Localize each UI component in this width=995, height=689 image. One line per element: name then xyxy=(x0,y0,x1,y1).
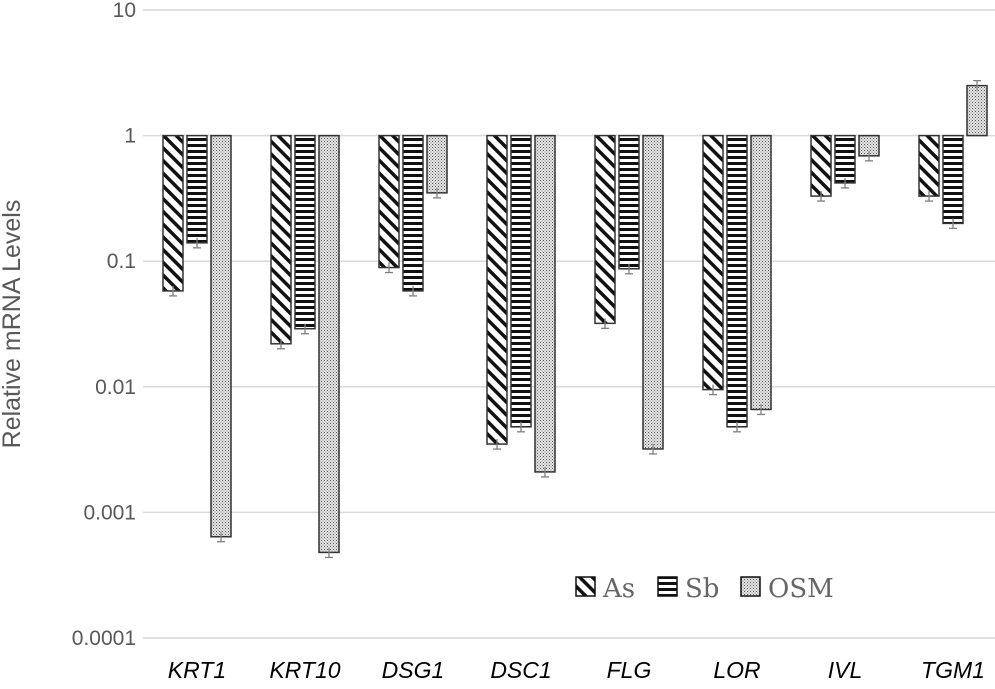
bar-sb xyxy=(186,134,208,244)
bar-osm xyxy=(318,134,340,554)
x-tick-label: IVL xyxy=(828,657,863,683)
bar-as xyxy=(162,134,184,292)
legend: As Sb OSM xyxy=(575,574,834,604)
bar-sb xyxy=(942,134,964,225)
x-tick-label: FLG xyxy=(607,657,652,683)
bar-osm xyxy=(750,134,772,411)
bar-sb xyxy=(402,134,424,292)
y-axis-ticks: 10 1 0.1 0.01 0.001 0.0001 xyxy=(72,0,136,650)
bar-osm xyxy=(534,134,556,473)
y-tick-label: 0.1 xyxy=(107,250,136,273)
x-tick-label: DSG1 xyxy=(382,657,445,683)
legend-swatch-as xyxy=(575,576,596,597)
bar-as xyxy=(594,134,616,325)
y-tick-label: 0.0001 xyxy=(72,627,136,650)
bar-sb xyxy=(726,134,748,428)
bar-sb xyxy=(618,134,640,270)
x-tick-label: TGM1 xyxy=(921,657,985,683)
bar-as xyxy=(702,134,724,391)
bar-as xyxy=(810,134,832,197)
y-axis-label: Relative mRNA Levels xyxy=(0,200,26,449)
bar-as xyxy=(918,134,940,197)
bar-sb xyxy=(294,134,316,330)
legend-swatch-sb xyxy=(657,576,678,597)
y-tick-label: 0.001 xyxy=(83,501,136,524)
x-tick-label: KRT10 xyxy=(269,657,340,683)
legend-label: Sb xyxy=(685,574,719,604)
bar-osm xyxy=(426,134,448,194)
bar-osm xyxy=(966,84,988,137)
legend-label: As xyxy=(602,574,635,604)
bar-sb xyxy=(834,134,856,184)
legend-swatch-osm xyxy=(740,576,761,597)
bar-sb xyxy=(510,134,532,428)
bar-as xyxy=(270,134,292,345)
bar-osm xyxy=(210,134,232,538)
legend-label: OSM xyxy=(768,574,834,604)
bars xyxy=(162,79,988,559)
y-tick-label: 10 xyxy=(113,0,136,22)
x-axis-ticks: KRT1 KRT10 DSG1 DSC1 FLG LOR IVL TGM1 xyxy=(168,657,985,683)
bar-osm xyxy=(642,134,664,450)
x-tick-label: KRT1 xyxy=(168,657,226,683)
bar-as xyxy=(378,134,400,269)
y-tick-label: 0.01 xyxy=(95,376,136,399)
bar-as xyxy=(486,134,508,445)
x-tick-label: DSC1 xyxy=(490,657,551,683)
x-tick-label: LOR xyxy=(713,657,760,683)
y-tick-label: 1 xyxy=(124,125,136,148)
